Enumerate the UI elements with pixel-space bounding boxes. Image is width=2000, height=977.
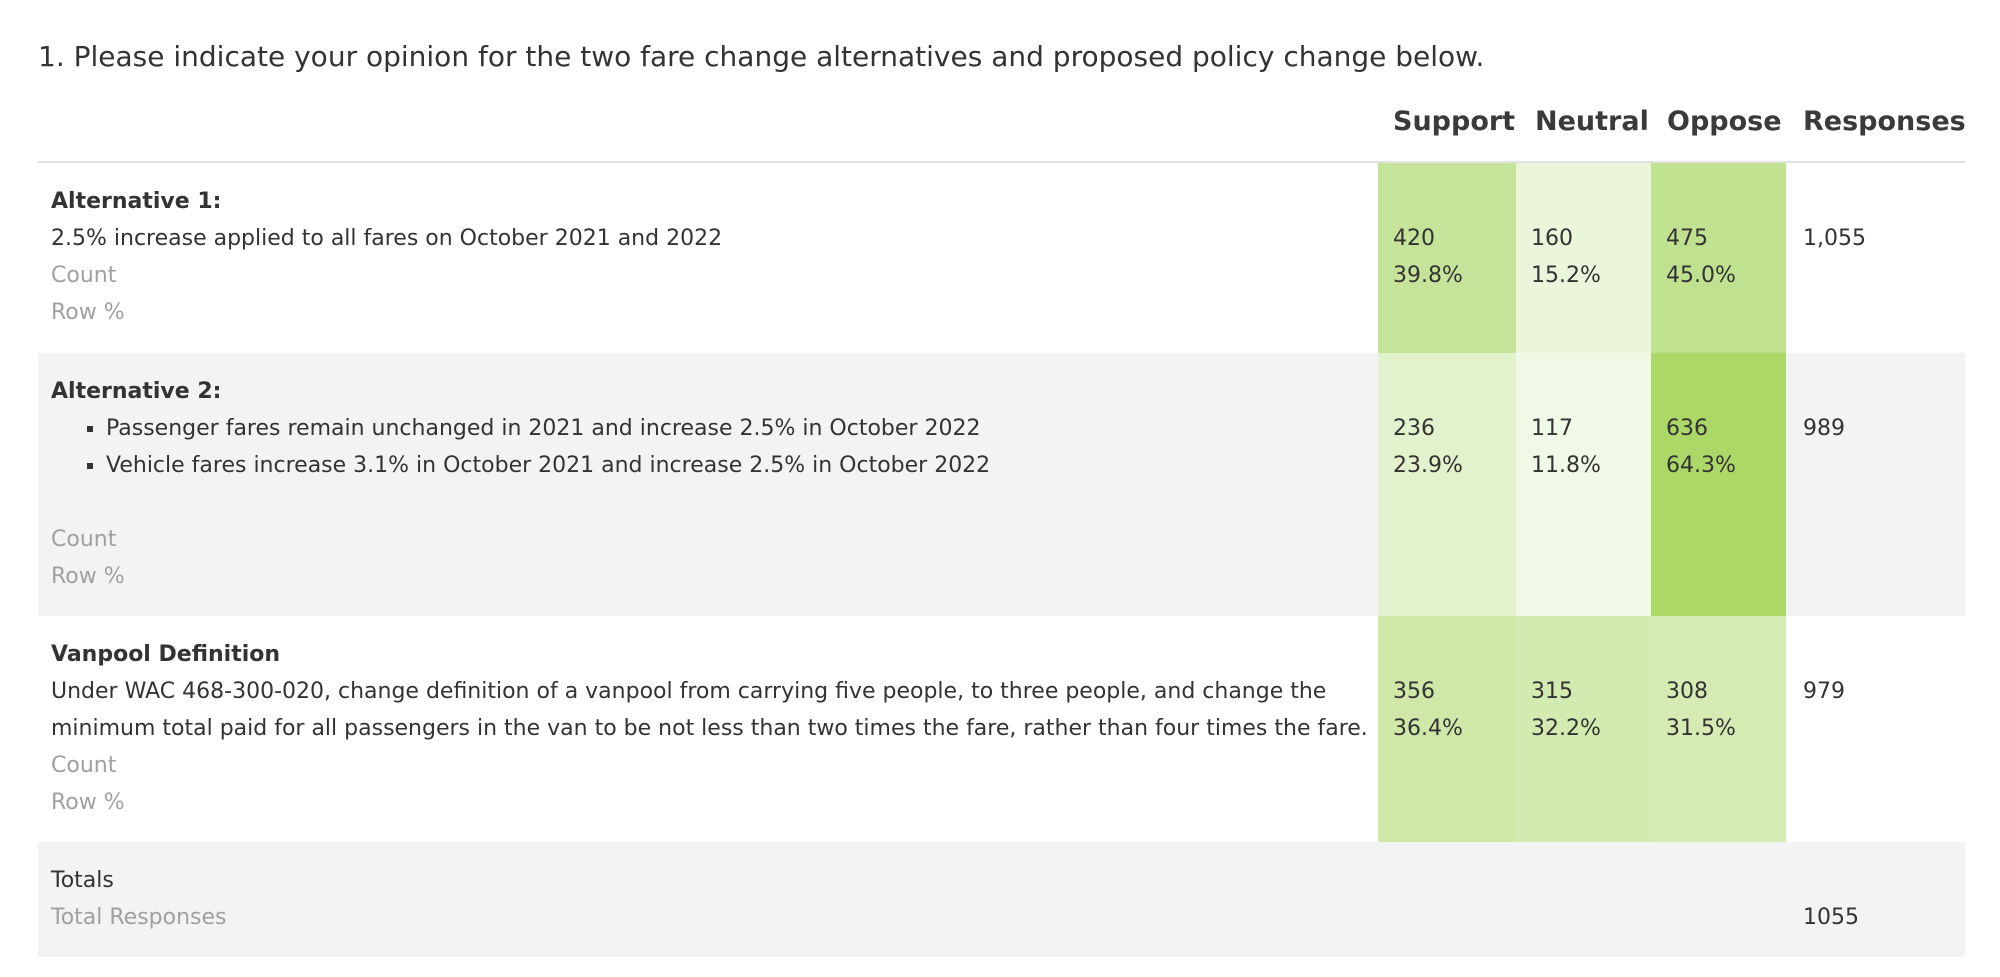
row-description: Under WAC 468-300-020, change definition… xyxy=(51,679,1327,704)
row-description: 2.5% increase applied to all fares on Oc… xyxy=(51,226,723,251)
column-header: Responses xyxy=(1803,106,1966,137)
row-text: Vanpool Definition Under WAC 468-300-020,… xyxy=(51,636,1368,821)
cell-values: 475 45.0% xyxy=(1651,220,1736,294)
cell-values: 308 31.5% xyxy=(1651,673,1736,747)
cell-values: 420 39.8% xyxy=(1378,220,1463,294)
totals-value: 1055 xyxy=(1803,905,1859,930)
column-header: Support xyxy=(1393,106,1516,137)
count-label: Count xyxy=(51,527,117,552)
heat-cell: 236 23.9% xyxy=(1378,353,1516,616)
percent-value: 23.9% xyxy=(1393,453,1463,478)
heat-cell: 420 39.8% xyxy=(1378,163,1516,353)
percent-label: Row % xyxy=(51,564,125,589)
percent-value: 64.3% xyxy=(1666,453,1736,478)
count-value: 636 xyxy=(1666,416,1708,441)
count-value: 475 xyxy=(1666,226,1708,251)
table-row: Alternative 1: 2.5% increase applied to a… xyxy=(38,163,1965,353)
row-text: Alternative 2: Passenger fares remain unc… xyxy=(51,373,990,595)
percent-label: Row % xyxy=(51,790,125,815)
row-label: Alternative 1: xyxy=(51,189,222,214)
heat-cell: 160 15.2% xyxy=(1516,163,1651,353)
question: 1. Please indicate your opinion for the … xyxy=(38,40,1485,73)
totals-text: Totals Total Responses xyxy=(51,862,227,936)
heat-cell: 475 45.0% xyxy=(1651,163,1786,353)
percent-label: Row % xyxy=(51,300,125,325)
table-row: Vanpool Definition Under WAC 468-300-020,… xyxy=(38,616,1965,842)
row-description: minimum total paid for all passengers in… xyxy=(51,716,1368,741)
count-value: 315 xyxy=(1531,679,1573,704)
cell-values: 315 32.2% xyxy=(1516,673,1601,747)
cell-values: 160 15.2% xyxy=(1516,220,1601,294)
responses-value: 989 xyxy=(1803,416,1845,441)
heat-cell: 117 11.8% xyxy=(1516,353,1651,616)
heat-cell: 356 36.4% xyxy=(1378,616,1516,842)
count-value: 117 xyxy=(1531,416,1573,441)
count-value: 356 xyxy=(1393,679,1435,704)
count-value: 420 xyxy=(1393,226,1435,251)
heat-cell: 308 31.5% xyxy=(1651,616,1786,842)
count-value: 308 xyxy=(1666,679,1708,704)
percent-value: 31.5% xyxy=(1666,716,1736,741)
count-value: 160 xyxy=(1531,226,1573,251)
percent-value: 36.4% xyxy=(1393,716,1463,741)
percent-value: 11.8% xyxy=(1531,453,1601,478)
percent-value: 45.0% xyxy=(1666,263,1736,288)
cell-values: 636 64.3% xyxy=(1651,410,1736,484)
responses-value: 1,055 xyxy=(1803,226,1866,251)
column-header: Neutral xyxy=(1535,106,1649,137)
header-rule xyxy=(38,161,1965,163)
count-label: Count xyxy=(51,263,117,288)
count-value: 236 xyxy=(1393,416,1435,441)
cell-values: 356 36.4% xyxy=(1378,673,1463,747)
totals-label: Totals xyxy=(51,868,114,893)
table-row: Alternative 2: Passenger fares remain unc… xyxy=(38,353,1965,616)
totals-row: Totals Total Responses 1055 xyxy=(38,842,1965,957)
row-label: Vanpool Definition xyxy=(51,642,281,667)
bullet: Vehicle fares increase 3.1% in October 2… xyxy=(106,447,990,484)
bullet-list: Passenger fares remain unchanged in 2021… xyxy=(51,410,990,484)
row-label: Alternative 2: xyxy=(51,379,222,404)
heat-cell: 636 64.3% xyxy=(1651,353,1786,616)
count-label: Count xyxy=(51,753,117,778)
percent-value: 32.2% xyxy=(1531,716,1601,741)
column-header: Oppose xyxy=(1667,106,1782,137)
cell-values: 236 23.9% xyxy=(1378,410,1463,484)
cell-values: 117 11.8% xyxy=(1516,410,1601,484)
row-text: Alternative 1: 2.5% increase applied to a… xyxy=(51,183,722,331)
bullet: Passenger fares remain unchanged in 2021… xyxy=(106,410,990,447)
heat-cell: 315 32.2% xyxy=(1516,616,1651,842)
percent-value: 39.8% xyxy=(1393,263,1463,288)
responses-value: 979 xyxy=(1803,679,1845,704)
totals-sublabel: Total Responses xyxy=(51,905,227,930)
percent-value: 15.2% xyxy=(1531,263,1601,288)
